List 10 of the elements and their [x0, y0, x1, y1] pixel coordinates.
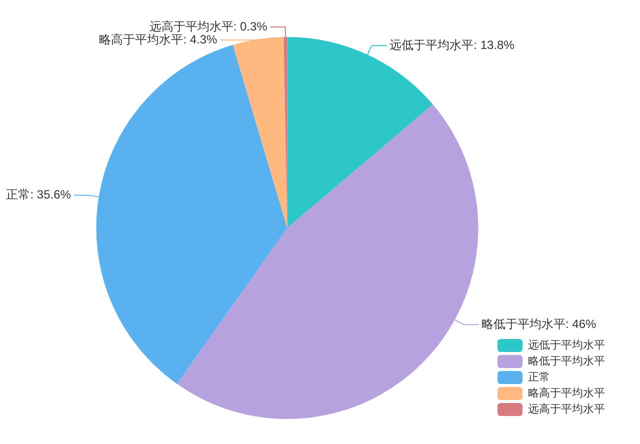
legend-label: 略低于平均水平	[528, 354, 605, 368]
data-label: 略低于平均水平: 46%	[482, 316, 597, 331]
data-label: 远高于平均水平: 0.3%	[149, 19, 268, 34]
legend-label: 远低于平均水平	[528, 338, 605, 352]
data-label: 略高于平均水平: 4.3%	[99, 32, 218, 46]
legend-label: 正常	[528, 370, 550, 384]
legend-label: 略高于平均水平	[528, 386, 605, 400]
legend-label: 远高于平均水平	[528, 402, 605, 416]
data-label: 远低于平均水平: 13.8%	[390, 38, 515, 52]
data-label: 正常: 35.6%	[6, 188, 72, 202]
